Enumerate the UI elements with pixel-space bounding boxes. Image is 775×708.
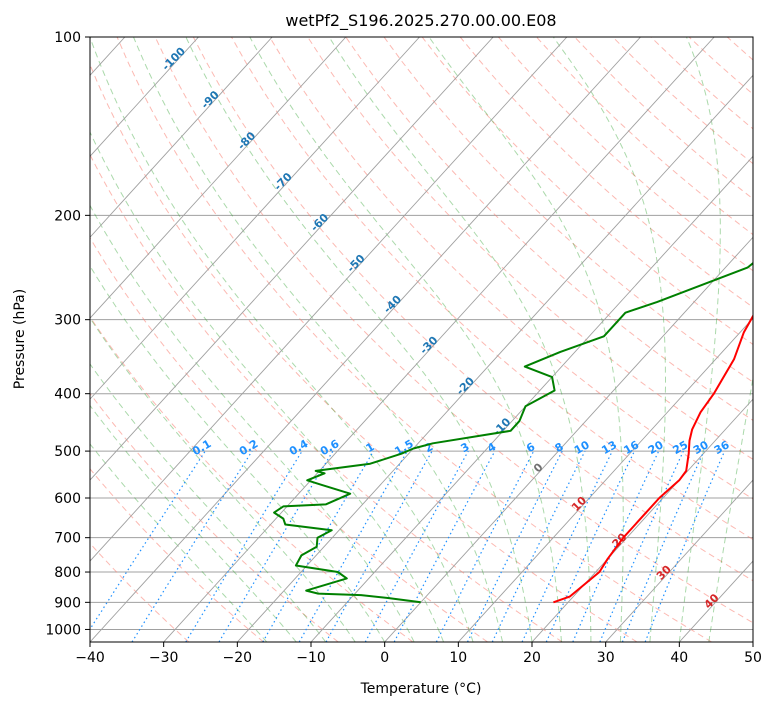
mixing-ratio-line	[364, 450, 469, 642]
dry-adiabat-line	[90, 542, 190, 642]
dry-adiabat-line	[154, 37, 753, 624]
mixing-ratio-line	[90, 450, 206, 631]
dry-adiabats	[90, 37, 753, 642]
y-tick-label: 200	[54, 208, 81, 224]
x-tick-label: 50	[744, 650, 762, 666]
profile-series	[273, 261, 753, 604]
dry-adiabat-line	[90, 153, 563, 642]
mixing-ratio-lines	[90, 450, 726, 642]
isotherm-line	[531, 398, 753, 642]
mixing-ratio-line	[521, 450, 613, 642]
chart-title: wetPf2_S196.2025.270.00.00.E08	[285, 11, 556, 31]
isotherm-line	[90, 37, 494, 481]
moist-adiabat-line	[90, 317, 356, 642]
y-tick-label: 100	[54, 30, 81, 46]
mixing-ratio-line	[491, 450, 586, 642]
x-tick-label: 10	[449, 650, 467, 666]
mixing-ratio-line	[131, 450, 253, 642]
isotherm-gridlines	[90, 37, 753, 642]
isotherm-line	[310, 155, 753, 642]
isotherm-line	[384, 236, 753, 642]
isotherm-line	[90, 37, 347, 319]
isotherm-line	[90, 37, 273, 238]
y-tick-label: 400	[54, 387, 81, 403]
dry-adiabat-line	[90, 468, 264, 642]
x-axis-label: Temperature (°C)	[360, 681, 482, 697]
x-tick-label: 30	[597, 650, 615, 666]
mixing-ratio-line	[466, 450, 563, 642]
moist-adiabat-line	[552, 37, 666, 642]
y-tick-label: 700	[54, 531, 81, 547]
y-tick-label: 900	[54, 595, 81, 611]
moist-adiabat-line	[133, 37, 503, 642]
mixing-ratio-line	[218, 450, 334, 642]
mixing-ratio-line	[393, 450, 496, 642]
x-tick-label: 20	[523, 650, 541, 666]
moist-adiabat-line	[90, 130, 445, 642]
dewpoint-profile-line	[273, 261, 753, 604]
x-tick-label: −20	[223, 650, 253, 666]
dry-adiabat-line	[192, 37, 753, 582]
x-tick-label: −30	[149, 650, 179, 666]
mixing-ratio-line	[545, 450, 635, 642]
y-tick-label: 500	[54, 444, 81, 460]
x-tick-label: 0	[380, 650, 389, 666]
isotherm-line	[90, 37, 568, 562]
isotherm-line	[237, 74, 753, 642]
isotherm-line	[90, 37, 420, 400]
y-axis-label: Pressure (hPa)	[12, 289, 28, 389]
y-axis-ticks: 100 200 300 400 500 600 700 800 900 1000	[45, 30, 90, 638]
isotherm-line	[90, 37, 641, 642]
x-tick-label: 40	[670, 650, 688, 666]
moist-adiabat-line	[185, 37, 533, 642]
moist-adiabat-line	[90, 37, 474, 642]
dry-adiabat-line	[307, 37, 753, 460]
mixing-ratio-line	[185, 450, 303, 642]
dry-adiabat-line	[90, 392, 339, 642]
y-tick-label: 300	[54, 313, 81, 329]
dry-adiabat-line	[116, 37, 712, 642]
dry-adiabat-line	[231, 37, 753, 541]
dry-adiabat-line	[90, 236, 488, 642]
isotherm-line	[90, 37, 199, 157]
y-tick-label: 800	[54, 565, 81, 581]
x-axis-ticks: −40 −30 −20 −10 0 10 20 30 40 50	[75, 642, 762, 666]
x-tick-label: −10	[296, 650, 326, 666]
moist-adiabat-line	[90, 265, 386, 642]
mixing-ratio-line	[262, 450, 375, 642]
temperature-profile-line	[553, 314, 753, 604]
plot-frame	[89, 36, 754, 643]
isotherm-line	[458, 317, 753, 642]
isotherm-line	[605, 479, 753, 642]
y-tick-label: 1000	[45, 622, 81, 638]
dry-adiabat-line	[269, 37, 753, 500]
moist-adiabat-line	[708, 375, 753, 642]
x-tick-label: −40	[75, 650, 105, 666]
isobar-gridlines	[90, 37, 753, 630]
isotherm-line	[163, 37, 715, 642]
moist-adiabat-line	[328, 37, 592, 642]
moist-adiabat-line	[428, 37, 624, 642]
y-tick-label: 600	[54, 491, 81, 507]
moist-adiabat-line	[678, 37, 721, 642]
moist-adiabat-line	[90, 363, 327, 642]
dry-adiabat-line	[459, 37, 753, 308]
moist-adiabat-line	[90, 404, 297, 642]
